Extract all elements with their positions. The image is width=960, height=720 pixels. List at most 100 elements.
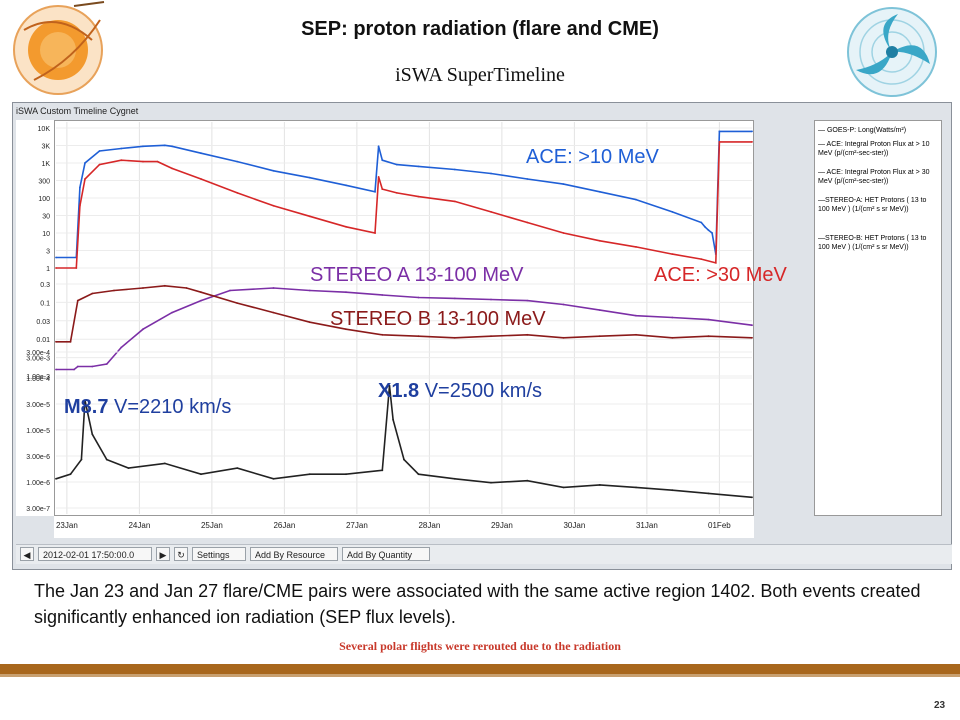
- data-point-stereo_a: [200, 299, 202, 302]
- data-point-ace30: [55, 267, 57, 269]
- data-point-ace10: [142, 145, 144, 148]
- data-point-stereo_b: [562, 336, 565, 339]
- data-point-stereo_b: [272, 311, 275, 314]
- data-point-goes: [562, 486, 565, 489]
- y-tick-label: 1K: [41, 161, 50, 168]
- y-tick-label: 1: [46, 266, 50, 273]
- refresh-icon[interactable]: ↻: [174, 547, 188, 561]
- data-point-ace30: [714, 262, 717, 264]
- x-tick-label: 24Jan: [128, 521, 150, 530]
- data-point-stereo_b: [345, 328, 347, 331]
- annotation-stereo-b: STEREO B 13-100 MeV: [330, 308, 546, 330]
- data-point-ace30: [374, 232, 376, 234]
- data-point-goes: [598, 484, 601, 486]
- series-line-stereo_a: [56, 287, 753, 371]
- data-point-goes: [707, 492, 710, 495]
- data-point-goes: [526, 479, 529, 482]
- add-by-resource-button[interactable]: Add By Resource: [250, 547, 338, 561]
- x-tick-label: 29Jan: [491, 521, 513, 530]
- data-point-stereo_a: [105, 363, 108, 365]
- y-tick-label: 3.00e-7: [26, 506, 50, 513]
- data-point-ace10: [200, 152, 202, 155]
- data-point-goes: [388, 384, 391, 387]
- data-point-ace30: [171, 167, 173, 170]
- data-point-goes: [236, 467, 239, 469]
- data-point-stereo_a: [381, 294, 384, 296]
- data-point-stereo_a: [73, 368, 75, 371]
- data-point-stereo_b: [91, 292, 94, 295]
- y-tick-label: 3.00e-6: [26, 454, 50, 461]
- y-tick-label: 10K: [38, 126, 51, 133]
- data-point-goes: [381, 469, 384, 472]
- data-point-ace30: [562, 232, 565, 234]
- x-tick-label: 23Jan: [56, 521, 78, 530]
- y-tick-label: 3: [46, 249, 50, 256]
- x-tick-label: 25Jan: [201, 521, 223, 530]
- data-point-ace30: [142, 160, 144, 163]
- footnote: Several polar flights were rerouted due …: [339, 639, 621, 653]
- data-point-ace10: [381, 159, 384, 162]
- data-point-stereo_a: [55, 368, 57, 371]
- data-point-ace30: [417, 195, 420, 198]
- data-point-ace30: [79, 204, 81, 207]
- data-point-ace30: [700, 258, 703, 260]
- data-point-stereo_a: [490, 298, 492, 301]
- data-point-ace10: [700, 221, 703, 224]
- data-point-ace10: [55, 256, 57, 259]
- data-point-stereo_a: [707, 318, 710, 321]
- data-point-ace10: [171, 145, 173, 148]
- slide-subtitle: iSWA SuperTimeline: [395, 64, 565, 86]
- data-point-ace30: [453, 200, 456, 203]
- data-point-stereo_b: [113, 289, 115, 292]
- data-point-ace10: [490, 172, 492, 175]
- flare1-class: M8.7: [64, 396, 109, 418]
- y-tick-label: 1.00e-3: [26, 374, 50, 381]
- data-point-ace30: [84, 178, 86, 180]
- data-point-ace10: [417, 165, 420, 168]
- next-button[interactable]: ▶: [156, 547, 170, 561]
- data-point-stereo_b: [381, 333, 384, 336]
- data-point-goes: [751, 496, 753, 499]
- data-point-goes: [345, 473, 347, 476]
- data-point-ace30: [75, 267, 78, 269]
- data-point-stereo_a: [417, 296, 420, 299]
- annotation-stereo-a: STEREO A 13-100 MeV: [310, 264, 524, 286]
- footer-bar-thin: [0, 674, 960, 677]
- data-point-ace10: [272, 169, 275, 172]
- data-point-stereo_b: [163, 284, 166, 287]
- data-point-ace30: [635, 246, 637, 248]
- settings-button[interactable]: Settings: [192, 547, 246, 561]
- legend-panel: [814, 120, 942, 516]
- legend-goes: — GOES-P: Long(Watts/m²): [818, 127, 907, 134]
- data-point-ace30: [671, 253, 674, 256]
- data-point-goes: [105, 458, 108, 461]
- data-point-stereo_b: [751, 336, 753, 339]
- data-point-goes: [69, 473, 72, 476]
- data-point-ace30: [526, 221, 529, 224]
- prev-button[interactable]: ◀: [20, 547, 34, 561]
- data-point-ace10: [308, 176, 311, 179]
- data-point-goes: [392, 418, 394, 421]
- data-point-ace30: [377, 176, 380, 178]
- y-tick-label: 0.01: [36, 337, 50, 344]
- annotation-flare1: M8.7 V=2210 km/s: [64, 396, 231, 419]
- datetime-field[interactable]: 2012-02-01 17:50:00.0: [38, 547, 152, 561]
- data-point-goes: [272, 477, 275, 480]
- data-point-ace30: [381, 188, 384, 191]
- legend-stereo-b: —STEREO-B: HET Protons ( 13 to 100 MeV )…: [818, 235, 927, 251]
- data-point-stereo_b: [598, 335, 601, 338]
- data-point-stereo_b: [200, 291, 202, 294]
- globe-logo: [847, 7, 937, 97]
- data-point-ace10: [395, 163, 398, 166]
- data-point-goes: [403, 458, 405, 461]
- data-point-stereo_b: [142, 287, 144, 289]
- data-point-stereo_a: [308, 289, 311, 292]
- data-point-stereo_a: [671, 316, 674, 319]
- data-point-stereo_b: [526, 333, 529, 336]
- series-line-stereo_b: [56, 284, 753, 343]
- add-by-quantity-button[interactable]: Add By Quantity: [342, 547, 430, 561]
- x-tick-label: 30Jan: [563, 521, 585, 530]
- data-point-ace30: [751, 141, 753, 143]
- data-point-ace30: [200, 178, 202, 180]
